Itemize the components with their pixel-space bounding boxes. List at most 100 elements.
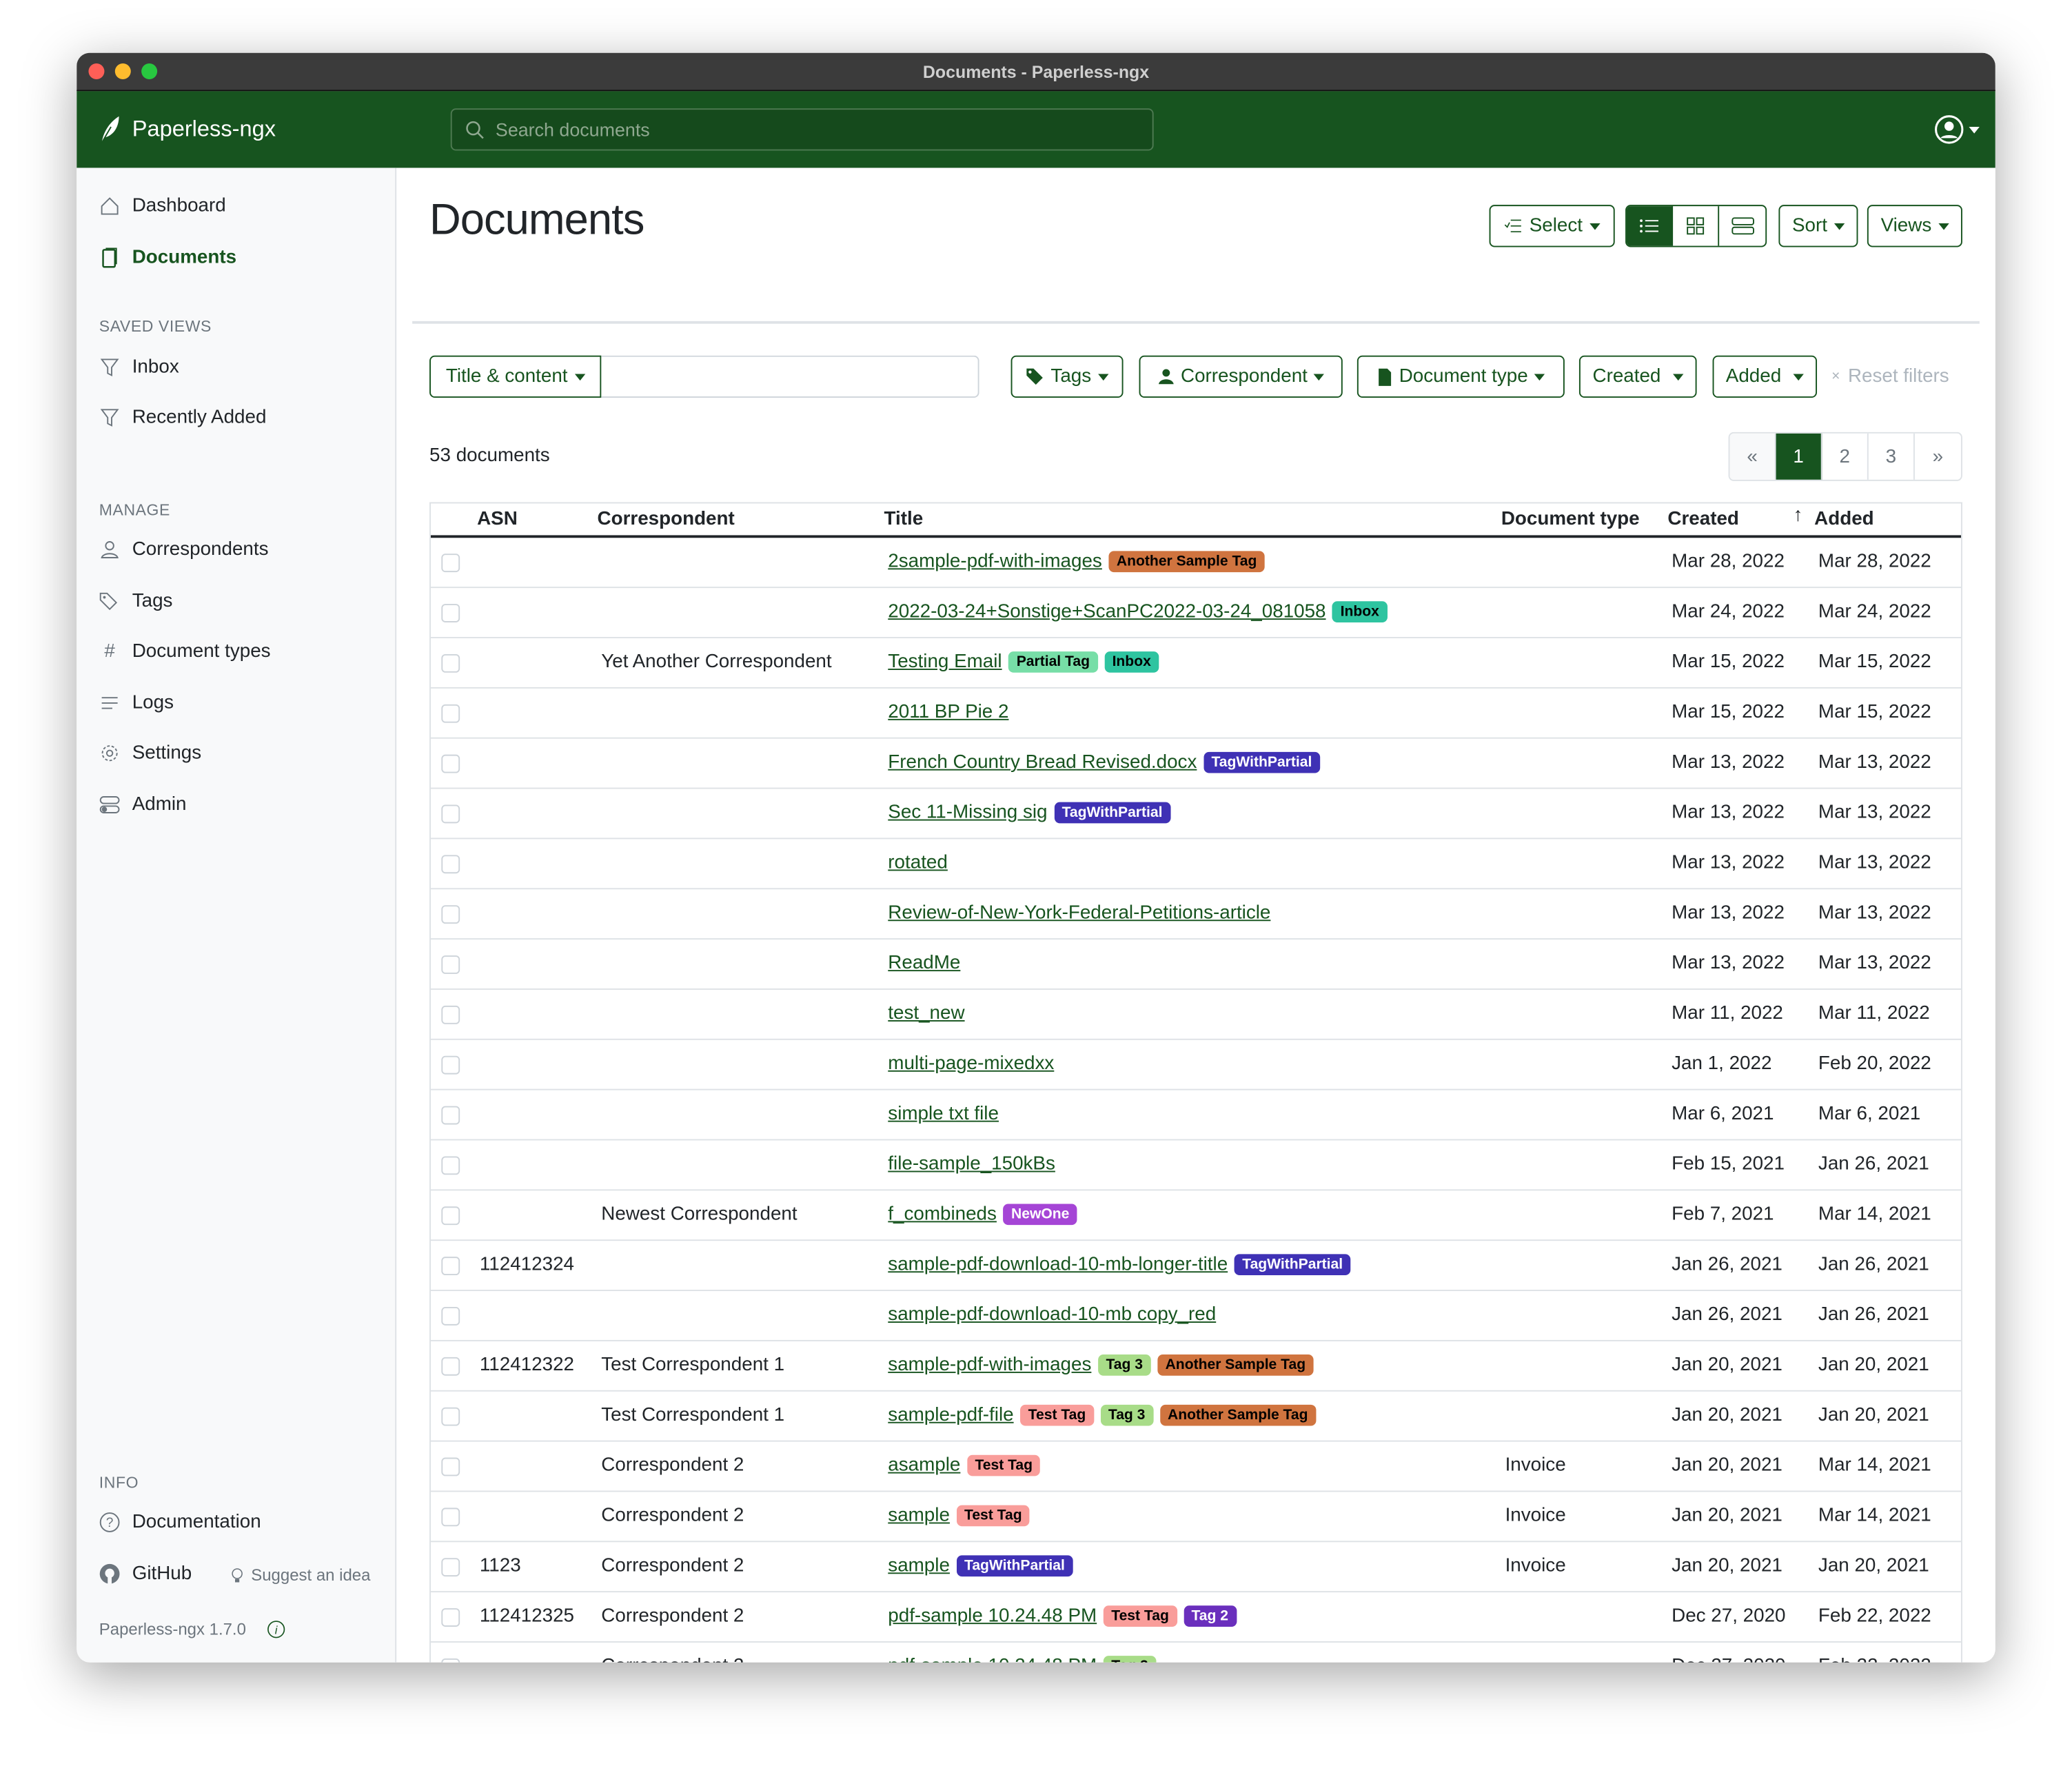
sidebar-item-github[interactable]: GitHub [99, 1563, 192, 1585]
document-title-link[interactable]: pdf-sample 10.24.48 PM [888, 1605, 1097, 1627]
table-row[interactable]: 1123 Correspondent 2 sample TagWithPartia… [430, 1542, 1961, 1593]
pagination-page-3[interactable]: 3 [1869, 433, 1915, 480]
document-title-link[interactable]: ReadMe [888, 953, 961, 974]
document-title-link[interactable]: pdf-sample 10.24.48 PM [888, 1656, 1097, 1663]
views-button[interactable]: Views [1867, 205, 1962, 247]
sidebar-item-documents[interactable]: Documents [99, 247, 236, 268]
search-input[interactable]: Search documents [450, 108, 1154, 151]
correspondent-cell[interactable]: Correspondent 2 [601, 1605, 744, 1627]
document-title-link[interactable]: test_new [888, 1003, 965, 1024]
table-row[interactable]: Correspondent 2 asample Test Tag Invoice … [430, 1442, 1961, 1492]
tag-badge[interactable]: Tag 3 [1100, 1404, 1153, 1426]
column-header-asn[interactable]: ASN [477, 509, 518, 530]
info-circle-icon[interactable]: i [267, 1620, 286, 1638]
tag-badge[interactable]: Tag 3 [1097, 1354, 1151, 1376]
user-menu-button[interactable] [1935, 115, 1980, 144]
document-title-link[interactable]: 2022-03-24+Sonstige+ScanPC2022-03-24_081… [888, 601, 1326, 622]
table-row[interactable]: 112412325 Correspondent 2 pdf-sample 10.… [430, 1592, 1961, 1643]
table-row[interactable]: test_new Mar 11, 2022 Mar 11, 2022 [430, 990, 1961, 1040]
table-row[interactable]: simple txt file Mar 6, 2021 Mar 6, 2021 [430, 1090, 1961, 1141]
document-title-link[interactable]: simple txt file [888, 1103, 999, 1125]
table-row[interactable]: rotated Mar 13, 2022 Mar 13, 2022 [430, 839, 1961, 890]
suggest-idea-link[interactable]: Suggest an idea [229, 1566, 370, 1585]
correspondent-cell[interactable]: Yet Another Correspondent [601, 651, 832, 673]
table-view-button[interactable] [1626, 206, 1674, 246]
tag-badge[interactable]: TagWithPartial [1234, 1254, 1351, 1276]
row-checkbox[interactable] [441, 1005, 460, 1024]
tag-badge[interactable]: Another Sample Tag [1159, 1404, 1317, 1426]
sidebar-item-admin[interactable]: Admin [99, 794, 187, 815]
document-title-link[interactable]: Review-of-New-York-Federal-Petitions-art… [888, 902, 1271, 924]
document-title-link[interactable]: French Country Bread Revised.docx [888, 751, 1197, 773]
tag-badge[interactable]: NewOne [1003, 1204, 1077, 1226]
select-button[interactable]: Select [1489, 205, 1615, 247]
correspondent-cell[interactable]: Correspondent 2 [601, 1555, 744, 1577]
small-cards-view-button[interactable] [1673, 206, 1720, 246]
table-row[interactable]: 2022-03-24+Sonstige+ScanPC2022-03-24_081… [430, 588, 1961, 638]
correspondent-cell[interactable]: Correspondent 2 [601, 1505, 744, 1527]
tag-badge[interactable]: Partial Tag [1008, 651, 1098, 673]
tags-filter-dropdown[interactable]: Tags [1010, 355, 1124, 398]
document-type-cell[interactable]: Invoice [1505, 1555, 1566, 1577]
row-checkbox[interactable] [441, 1508, 460, 1527]
column-header-title[interactable]: Title [884, 509, 924, 530]
table-row[interactable]: Correspondent 2 sample Test Tag Invoice J… [430, 1492, 1961, 1543]
document-title-link[interactable]: rotated [888, 852, 948, 874]
text-filter-mode-dropdown[interactable]: Title & content [429, 355, 602, 398]
table-row[interactable]: Newest Correspondent f_combineds NewOne F… [430, 1190, 1961, 1241]
sidebar-item-inbox[interactable]: Inbox [99, 357, 179, 378]
document-title-link[interactable]: sample-pdf-file [888, 1404, 1014, 1426]
sidebar-item-document-types[interactable]: # Document types [99, 641, 270, 662]
large-cards-view-button[interactable] [1719, 206, 1765, 246]
correspondent-filter-dropdown[interactable]: Correspondent [1139, 355, 1343, 398]
sidebar-item-recently-added[interactable]: Recently Added [99, 407, 266, 428]
tag-badge[interactable]: Test Tag [1103, 1605, 1177, 1627]
table-row[interactable]: multi-page-mixedxx Jan 1, 2022 Feb 20, 2… [430, 1040, 1961, 1090]
row-checkbox[interactable] [441, 1357, 460, 1376]
correspondent-cell[interactable]: Correspondent 2 [601, 1454, 744, 1476]
row-checkbox[interactable] [441, 905, 460, 924]
tag-badge[interactable]: TagWithPartial [956, 1555, 1073, 1577]
row-checkbox[interactable] [441, 1658, 460, 1663]
tag-badge[interactable]: Test Tag [1020, 1404, 1094, 1426]
row-checkbox[interactable] [441, 754, 460, 773]
sidebar-item-logs[interactable]: Logs [99, 693, 174, 713]
correspondent-cell[interactable]: Correspondent 2 [601, 1656, 744, 1663]
table-row[interactable]: file-sample_150kBs Feb 15, 2021 Jan 26, … [430, 1140, 1961, 1191]
pagination-next[interactable]: » [1932, 446, 1944, 467]
row-checkbox[interactable] [441, 1457, 460, 1476]
document-type-filter-dropdown[interactable]: Document type [1357, 355, 1565, 398]
table-row[interactable]: Test Correspondent 1 sample-pdf-file Test… [430, 1392, 1961, 1442]
tag-badge[interactable]: Inbox [1332, 601, 1388, 622]
reset-filters-button[interactable]: × Reset filters [1831, 366, 1949, 387]
sidebar-item-settings[interactable]: Settings [99, 742, 201, 764]
document-title-link[interactable]: 2sample-pdf-with-images [888, 551, 1102, 573]
row-checkbox[interactable] [441, 1608, 460, 1627]
row-checkbox[interactable] [441, 1106, 460, 1125]
document-title-link[interactable]: sample-pdf-download-10-mb copy_red [888, 1304, 1217, 1326]
document-title-link[interactable]: file-sample_150kBs [888, 1153, 1055, 1175]
tag-badge[interactable]: Tag 3 [1103, 1656, 1157, 1663]
document-title-link[interactable]: sample [888, 1505, 950, 1527]
table-row[interactable]: 112412322 Test Correspondent 1 sample-pd… [430, 1341, 1961, 1392]
column-header-document-type[interactable]: Document type [1501, 509, 1640, 530]
row-checkbox[interactable] [441, 1257, 460, 1276]
sidebar-item-tags[interactable]: Tags [99, 591, 172, 612]
pagination-page-1[interactable]: 1 [1776, 433, 1822, 480]
correspondent-cell[interactable]: Test Correspondent 1 [601, 1404, 785, 1426]
row-checkbox[interactable] [441, 554, 460, 573]
document-type-cell[interactable]: Invoice [1505, 1454, 1566, 1476]
maximize-window-button[interactable] [141, 63, 158, 80]
close-window-button[interactable] [88, 63, 105, 80]
table-row[interactable]: ReadMe Mar 13, 2022 Mar 13, 2022 [430, 940, 1961, 990]
row-checkbox[interactable] [441, 1156, 460, 1175]
sort-button[interactable]: Sort [1778, 205, 1858, 247]
document-title-link[interactable]: 2011 BP Pie 2 [888, 701, 1009, 723]
pagination-prev[interactable]: « [1729, 433, 1776, 480]
column-header-created[interactable]: Created [1667, 509, 1739, 530]
row-checkbox[interactable] [441, 604, 460, 622]
row-checkbox[interactable] [441, 855, 460, 874]
row-checkbox[interactable] [441, 1055, 460, 1075]
row-checkbox[interactable] [441, 1407, 460, 1426]
document-title-link[interactable]: sample-pdf-download-10-mb-longer-title [888, 1254, 1228, 1276]
